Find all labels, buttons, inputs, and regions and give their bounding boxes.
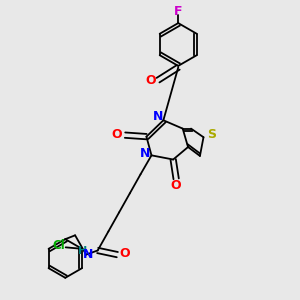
Text: O: O [171,179,182,192]
Text: S: S [207,128,216,141]
Text: F: F [174,5,182,18]
Text: O: O [119,247,130,260]
Text: N: N [140,147,150,161]
Text: N: N [83,248,94,261]
Text: N: N [153,110,163,123]
Text: Cl: Cl [53,239,65,252]
Text: H: H [79,246,88,256]
Text: O: O [111,128,122,141]
Text: O: O [145,74,156,87]
